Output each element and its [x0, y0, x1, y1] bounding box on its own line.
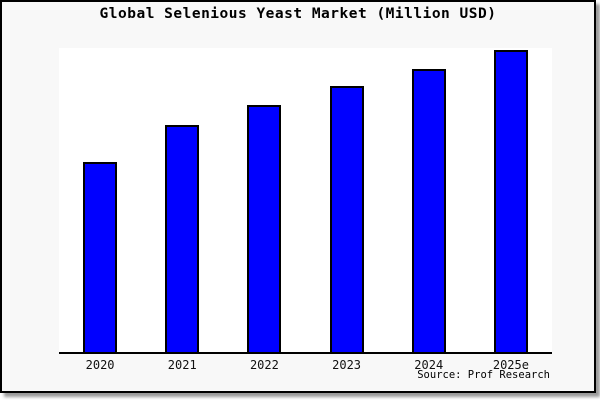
x-axis-label: 2024: [414, 358, 444, 372]
plot-area: [59, 48, 552, 354]
x-axis-label: 2023: [332, 358, 362, 372]
source-text: Source: Prof Research: [417, 369, 550, 381]
bar: [494, 50, 528, 352]
bar: [165, 125, 199, 352]
x-axis-label: 2025e: [492, 358, 529, 372]
bar: [412, 69, 446, 352]
x-axis-labels: 2020 2021 2022 2023 2024 2025e: [59, 358, 552, 374]
bar: [330, 86, 364, 352]
x-axis-label: 2022: [249, 358, 279, 372]
bar: [83, 162, 117, 352]
x-axis-label: 2020: [85, 358, 115, 372]
bar: [247, 105, 281, 352]
chart-title: Global Selenious Yeast Market (Million U…: [99, 6, 497, 22]
chart-card: Global Selenious Yeast Market (Million U…: [0, 0, 596, 393]
x-axis-label: 2021: [167, 358, 197, 372]
